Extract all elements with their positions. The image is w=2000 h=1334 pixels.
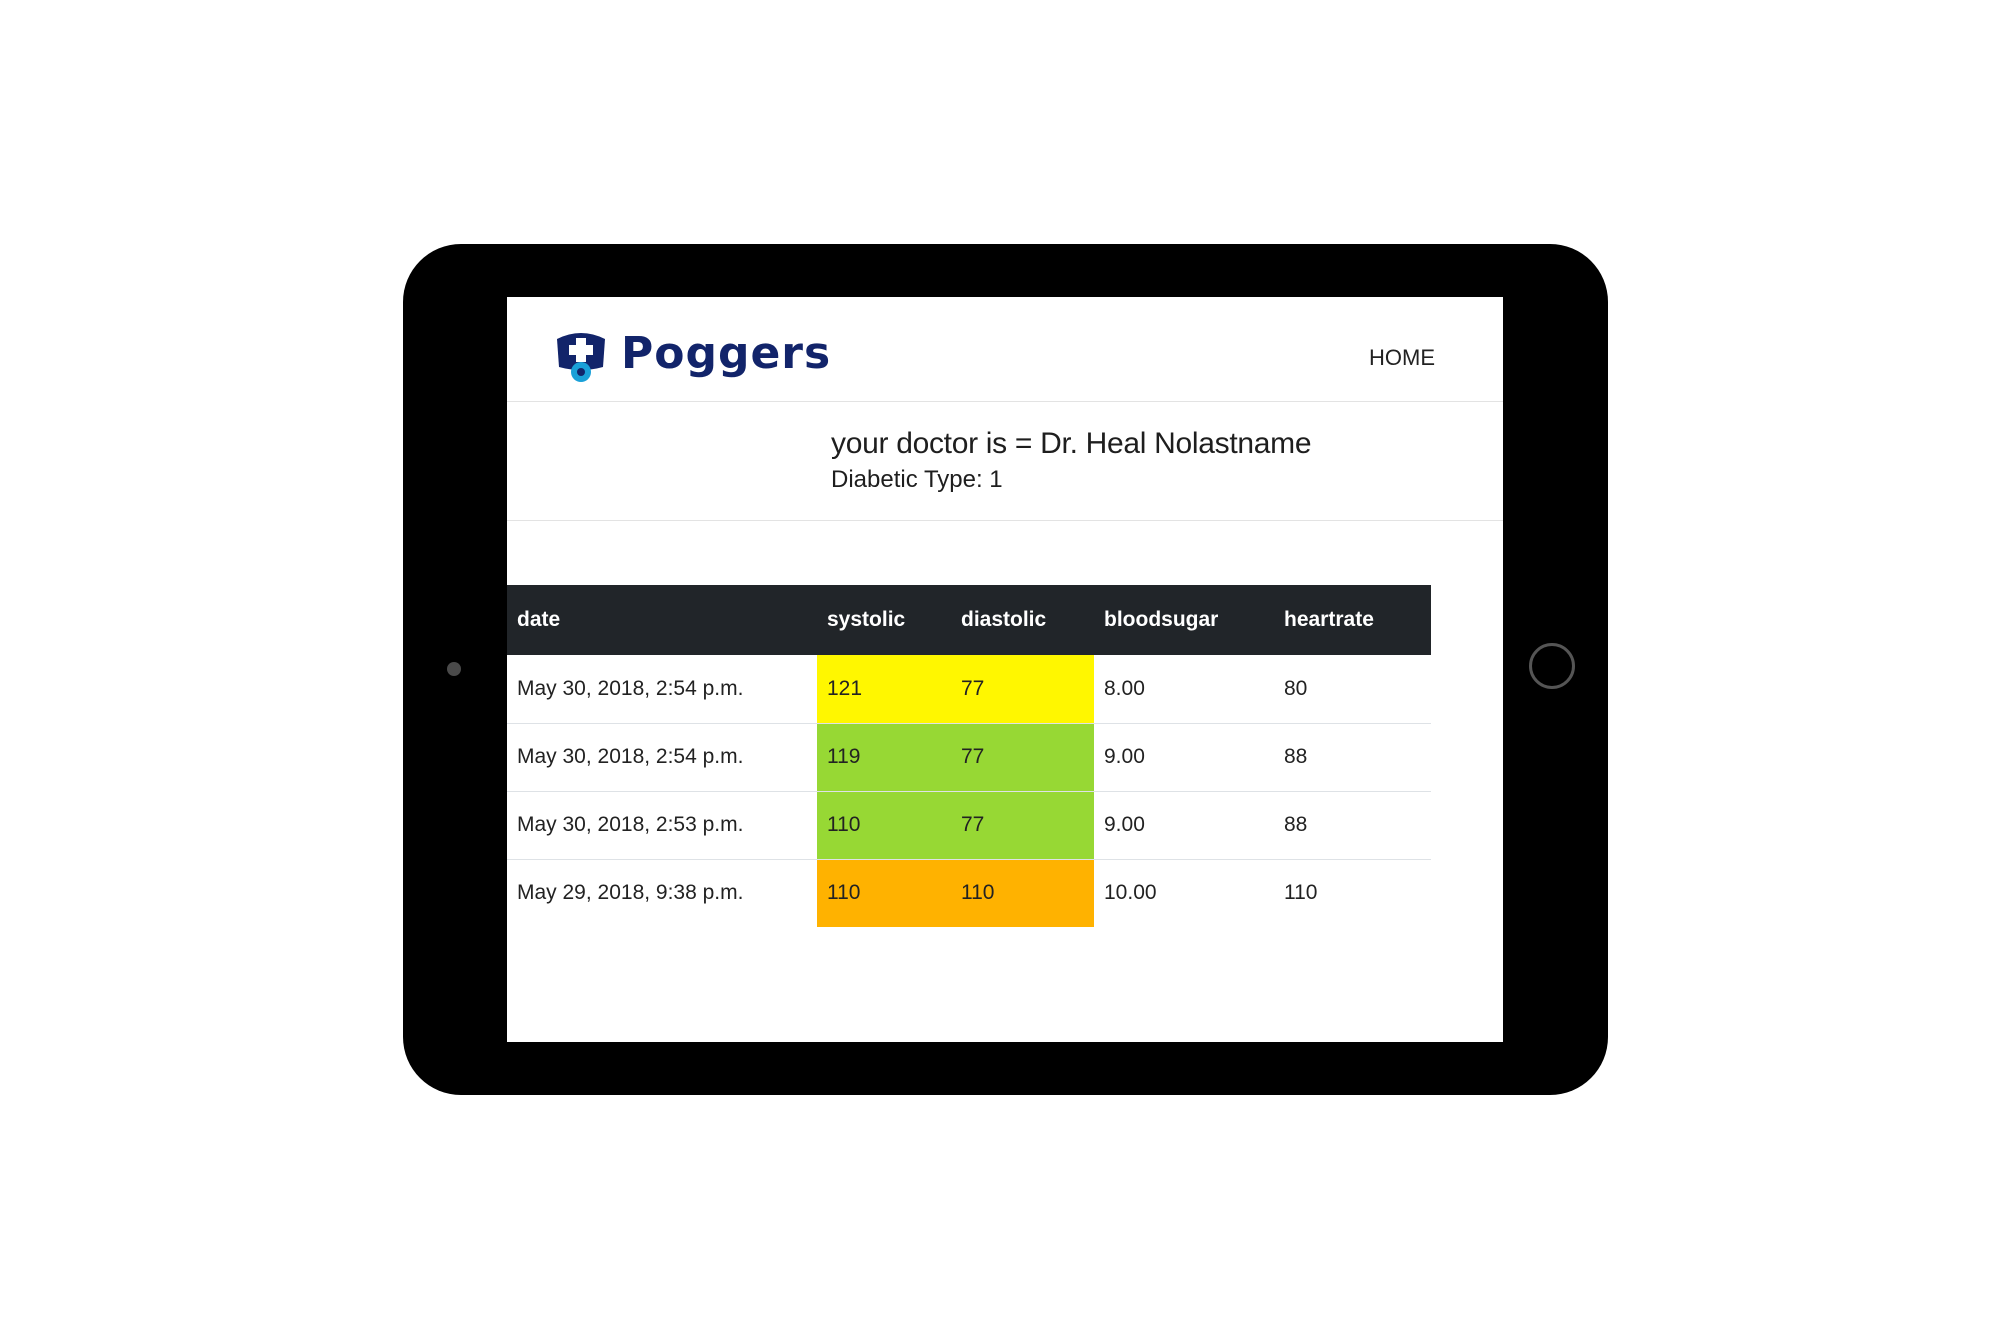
cell-diastolic: 77 <box>951 723 1094 792</box>
header-heartrate: heartrate <box>1274 585 1431 655</box>
nurse-cap-stethoscope-icon <box>557 333 605 382</box>
cell-systolic: 110 <box>817 859 951 927</box>
patient-info: your doctor is = Dr. Heal Nolastname Dia… <box>831 427 1312 494</box>
cell-heartrate: 88 <box>1274 723 1431 792</box>
cell-bloodsugar: 8.00 <box>1094 655 1274 724</box>
cell-systolic: 119 <box>817 723 951 792</box>
brand-name: Poggers <box>621 328 832 379</box>
cell-bloodsugar: 9.00 <box>1094 791 1274 860</box>
table-row: May 29, 2018, 9:38 p.m. 110 110 10.00 11… <box>507 859 1431 927</box>
table-header-row: date systolic diastolic bloodsugar heart… <box>507 585 1431 655</box>
header-diastolic: diastolic <box>951 585 1094 655</box>
cell-heartrate: 88 <box>1274 791 1431 860</box>
cell-date: May 30, 2018, 2:54 p.m. <box>507 723 817 792</box>
cell-diastolic: 77 <box>951 791 1094 860</box>
navbar: Poggers HOME <box>507 297 1503 402</box>
cell-date: May 29, 2018, 9:38 p.m. <box>517 881 744 905</box>
cell-systolic: 121 <box>817 655 951 724</box>
cell-date: May 30, 2018, 2:54 p.m. <box>507 655 817 724</box>
doctor-line: your doctor is = Dr. Heal Nolastname <box>831 427 1312 460</box>
divider <box>507 520 1503 521</box>
cell-diastolic: 110 <box>951 859 1094 927</box>
cell-heartrate: 110 <box>1284 881 1318 905</box>
screen: Poggers HOME your doctor is = Dr. Heal N… <box>507 297 1503 1042</box>
table-row: May 30, 2018, 2:54 p.m. 121 77 8.00 80 <box>507 655 1431 724</box>
camera-dot <box>447 662 461 676</box>
header-systolic: systolic <box>817 585 951 655</box>
readings-table: date systolic diastolic bloodsugar heart… <box>507 585 1431 927</box>
device-home-button[interactable] <box>1529 643 1575 689</box>
cell-systolic: 110 <box>817 791 951 860</box>
header-bloodsugar: bloodsugar <box>1094 585 1274 655</box>
cell-heartrate: 80 <box>1274 655 1431 724</box>
tablet-frame: Poggers HOME your doctor is = Dr. Heal N… <box>403 244 1608 1095</box>
nav-home-link[interactable]: HOME <box>1369 345 1435 370</box>
cell-bloodsugar: 9.00 <box>1094 723 1274 792</box>
table-row: May 30, 2018, 2:54 p.m. 119 77 9.00 88 <box>507 723 1431 792</box>
cell-diastolic: 77 <box>951 655 1094 724</box>
table-row: May 30, 2018, 2:53 p.m. 110 77 9.00 88 <box>507 791 1431 860</box>
brand-link[interactable]: Poggers <box>553 325 831 383</box>
header-date: date <box>507 585 817 655</box>
cell-bloodsugar: 10.00 <box>1104 881 1157 905</box>
diabetic-type-line: Diabetic Type: 1 <box>831 466 1003 493</box>
cell-date: May 30, 2018, 2:53 p.m. <box>507 791 817 860</box>
